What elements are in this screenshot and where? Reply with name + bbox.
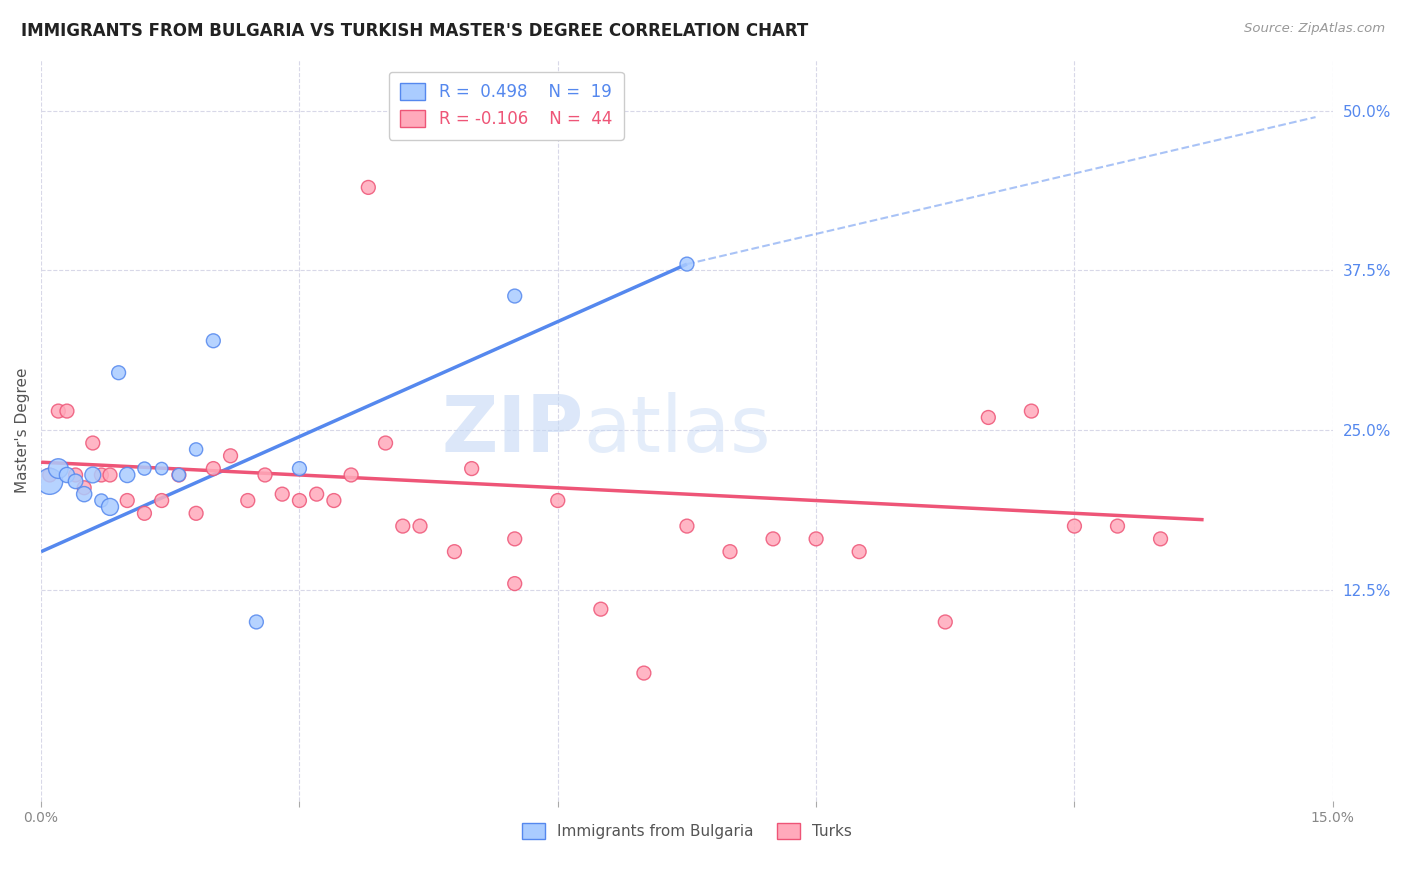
Point [1107, 519, 1129, 533]
Point [340, 467, 363, 482]
Point [134, 506, 156, 520]
Point [73, 487, 96, 501]
Point [503, 289, 526, 303]
Point [115, 493, 138, 508]
Point [56, 467, 79, 482]
Point [115, 467, 138, 482]
Point [73, 481, 96, 495]
Point [409, 519, 432, 533]
Text: Source: ZipAtlas.com: Source: ZipAtlas.com [1244, 22, 1385, 36]
Point [374, 436, 396, 450]
Point [547, 493, 569, 508]
Point [460, 461, 482, 475]
Point [762, 532, 785, 546]
Point [202, 334, 225, 348]
Point [202, 461, 225, 475]
Point [98, 467, 121, 482]
Point [503, 576, 526, 591]
Point [167, 467, 190, 482]
Point [46, 461, 69, 475]
Text: IMMIGRANTS FROM BULGARIA VS TURKISH MASTER'S DEGREE CORRELATION CHART: IMMIGRANTS FROM BULGARIA VS TURKISH MAST… [21, 22, 808, 40]
Point [357, 180, 380, 194]
Point [934, 615, 956, 629]
Point [150, 493, 173, 508]
Point [322, 493, 344, 508]
Point [589, 602, 612, 616]
Point [503, 532, 526, 546]
Point [82, 467, 104, 482]
Point [134, 461, 156, 475]
Text: atlas: atlas [583, 392, 770, 468]
Point [443, 544, 465, 558]
Point [391, 519, 413, 533]
Legend: Immigrants from Bulgaria, Turks: Immigrants from Bulgaria, Turks [516, 817, 858, 845]
Point [1021, 404, 1043, 418]
Point [977, 410, 1000, 425]
Point [65, 467, 87, 482]
Point [46, 404, 69, 418]
Point [56, 404, 79, 418]
Point [633, 666, 655, 681]
Point [271, 487, 294, 501]
Point [90, 467, 112, 482]
Point [219, 449, 242, 463]
Y-axis label: Master's Degree: Master's Degree [15, 368, 30, 493]
Point [167, 467, 190, 482]
Point [184, 506, 207, 520]
Point [288, 493, 311, 508]
Point [236, 493, 259, 508]
Point [1149, 532, 1171, 546]
Point [98, 500, 121, 514]
Point [676, 257, 699, 271]
Point [253, 467, 276, 482]
Point [245, 615, 267, 629]
Point [150, 461, 173, 475]
Point [676, 519, 699, 533]
Point [82, 436, 104, 450]
Point [804, 532, 827, 546]
Point [38, 475, 60, 489]
Point [38, 467, 60, 482]
Point [848, 544, 870, 558]
Point [184, 442, 207, 457]
Point [65, 475, 87, 489]
Point [107, 366, 129, 380]
Point [718, 544, 741, 558]
Point [90, 493, 112, 508]
Point [305, 487, 328, 501]
Point [1063, 519, 1085, 533]
Text: ZIP: ZIP [441, 392, 583, 468]
Point [288, 461, 311, 475]
